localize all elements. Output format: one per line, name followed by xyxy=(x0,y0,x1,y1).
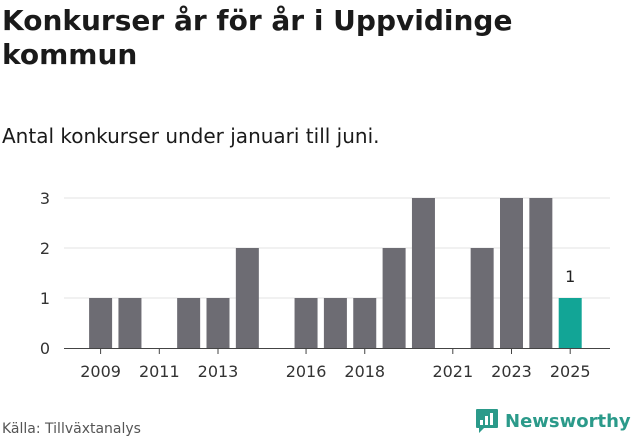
bar-2024 xyxy=(529,198,553,348)
x-tick-label: 2018 xyxy=(344,362,385,381)
y-tick-label: 0 xyxy=(40,339,50,358)
x-tick-label: 2011 xyxy=(139,362,180,381)
x-tick-label: 2009 xyxy=(80,362,121,381)
bar-2020 xyxy=(411,198,435,348)
bar-2014 xyxy=(235,248,259,348)
x-tick-label: 2021 xyxy=(432,362,473,381)
bar-2019 xyxy=(382,248,406,348)
brand-logo: Newsworthy xyxy=(475,408,631,434)
y-tick-label: 1 xyxy=(40,289,50,308)
bar-2009 xyxy=(89,298,113,348)
y-tick-label: 3 xyxy=(40,189,50,208)
newsworthy-logo-icon xyxy=(476,409,498,433)
bar-2013 xyxy=(206,298,230,348)
source-note: Källa: Tillväxtanalys xyxy=(2,421,141,437)
bar-2012 xyxy=(177,298,201,348)
x-tick-label: 2025 xyxy=(550,362,591,381)
y-tick-label: 2 xyxy=(40,239,50,258)
bar-2018 xyxy=(353,298,377,348)
x-tick-label: 2016 xyxy=(286,362,327,381)
bar-2016 xyxy=(294,298,318,348)
brand-name: Newsworthy xyxy=(505,410,631,432)
bar-2023 xyxy=(500,198,523,348)
chart-subtitle: Antal konkurser under januari till juni. xyxy=(2,124,380,148)
bar-2017 xyxy=(323,298,347,348)
x-tick-label: 2013 xyxy=(198,362,239,381)
bar-2010 xyxy=(118,298,142,348)
chart-title: Konkurser år för år i Uppvidinge kommun xyxy=(2,4,513,71)
bar-2022 xyxy=(470,248,494,348)
x-tick-label: 2023 xyxy=(491,362,532,381)
data-label: 1 xyxy=(565,267,575,286)
bar-2025 xyxy=(558,298,582,348)
